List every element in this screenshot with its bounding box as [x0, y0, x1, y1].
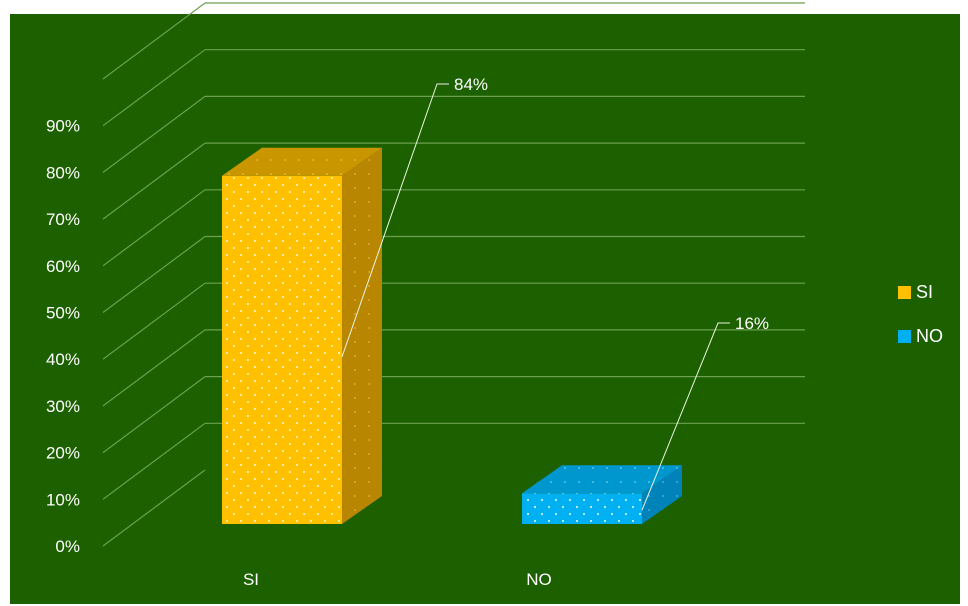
leader-line	[341, 83, 449, 357]
gridline-side	[102, 236, 206, 313]
bar-front-face	[522, 493, 642, 524]
leader-line	[641, 322, 730, 511]
legend-swatch	[898, 330, 911, 343]
bar-side-face	[642, 465, 682, 524]
legend-label: NO	[916, 326, 943, 346]
gridline-side	[102, 329, 206, 407]
bar-top-face	[522, 465, 682, 494]
bar-side-face	[342, 147, 382, 524]
bar-no	[522, 465, 682, 524]
gridline-side	[102, 422, 206, 500]
x-tick-label: SI	[243, 570, 259, 589]
gridline-side	[102, 189, 206, 267]
data-label: 16%	[735, 314, 769, 333]
legend-label: SI	[916, 282, 933, 302]
bar-top-face	[222, 147, 382, 176]
gridline-side	[102, 95, 206, 173]
x-tick-label: NO	[526, 570, 552, 589]
gridline-side	[102, 282, 206, 360]
y-tick-label: 30%	[46, 397, 80, 416]
gridline-side	[102, 142, 206, 220]
gridline-side	[102, 469, 206, 547]
y-tick-label: 80%	[46, 163, 80, 182]
y-tick-label: 10%	[46, 490, 80, 509]
legend-entry: SI	[898, 282, 933, 302]
y-tick-label: 20%	[46, 444, 80, 463]
y-tick-label: 40%	[46, 350, 80, 369]
gridline-side	[102, 376, 206, 454]
bar-si	[222, 147, 382, 524]
legend-swatch	[898, 286, 911, 299]
chart-area	[10, 14, 960, 604]
data-label: 84%	[454, 75, 488, 94]
gridline-side	[102, 2, 206, 80]
legend-entry: NO	[898, 326, 943, 346]
y-tick-label: 60%	[46, 257, 80, 276]
gridline-side	[102, 49, 206, 127]
y-tick-label: 70%	[46, 210, 80, 229]
bar-front-face	[222, 175, 342, 524]
y-tick-label: 90%	[46, 117, 80, 136]
y-tick-label: 0%	[55, 537, 80, 556]
y-tick-label: 50%	[46, 304, 80, 323]
